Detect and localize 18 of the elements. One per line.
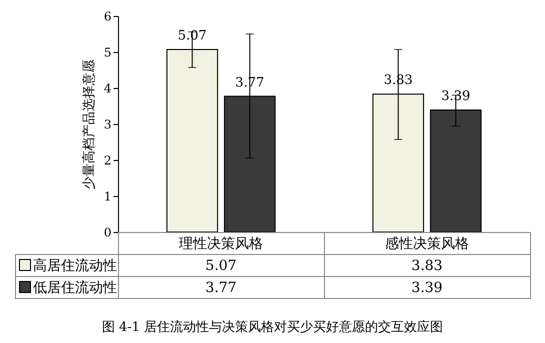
y-tick-label: 1: [104, 190, 112, 204]
data-label: 3.83: [324, 254, 530, 276]
x-tick-label: 理性决策风格: [118, 232, 324, 254]
y-tick-label: 0: [104, 226, 112, 240]
y-tick-label: 3: [104, 118, 112, 132]
y-tick-label: 4: [104, 82, 112, 96]
y-axis-title: 少量高档产品选择意愿: [80, 60, 97, 190]
data-label: 3.77: [118, 276, 324, 298]
text: 3.39: [441, 88, 470, 104]
text: 图 4-1 居住流动性与决策风格对买少买好意愿的交互效应图: [100, 319, 444, 336]
legend-label: 高居住流动性: [16, 254, 118, 276]
legend-label: 低居住流动性: [16, 276, 118, 298]
data-label: 3.39: [324, 276, 530, 298]
y-tick-label: 2: [104, 154, 112, 168]
x-tick-label: 感性决策风格: [324, 232, 530, 254]
data-label: 5.07: [118, 254, 324, 276]
y-tick-label: 5: [104, 46, 112, 60]
y-tick-label: 6: [104, 10, 112, 24]
